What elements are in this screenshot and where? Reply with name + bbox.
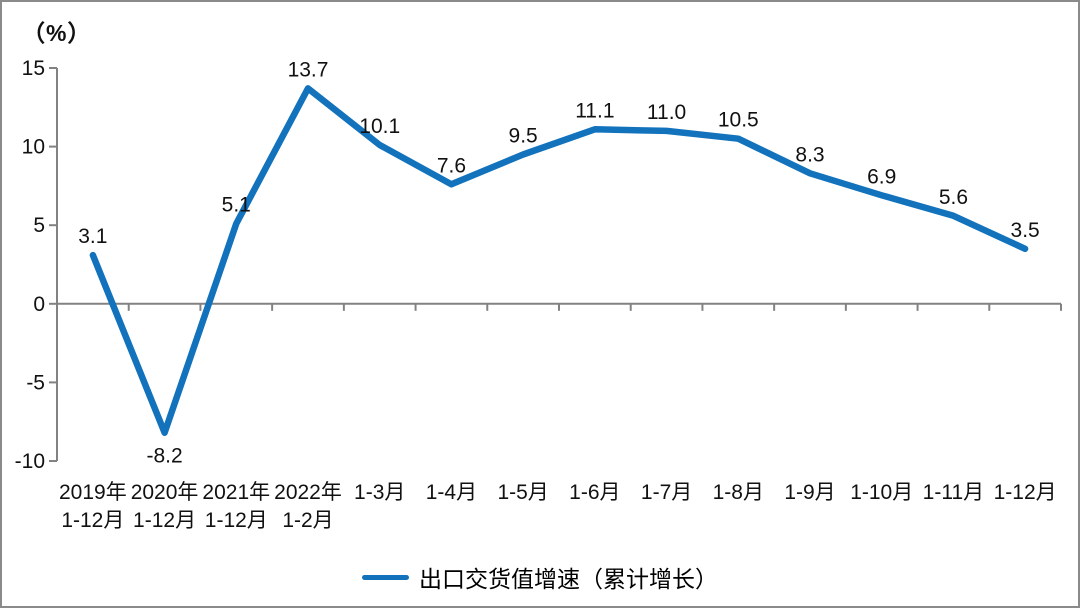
x-category-label: 1-5月 [497, 481, 548, 504]
data-label: 8.3 [795, 143, 824, 166]
data-label: 5.1 [222, 194, 251, 217]
data-label: 10.5 [718, 109, 759, 132]
data-label: 11.1 [575, 99, 614, 122]
series-line [89, 85, 1029, 436]
x-category-label: 1-10月 [850, 481, 913, 504]
data-label: 7.6 [437, 154, 466, 177]
y-tick-label: 10 [22, 136, 45, 159]
data-label: 9.5 [509, 124, 538, 147]
y-tick-label: 0 [33, 293, 45, 316]
y-tick-label: -10 [15, 450, 45, 473]
y-tick-label: -5 [26, 371, 45, 394]
x-category-label: 2019年 1-12月 [59, 481, 127, 532]
x-category-label: 2020年 1-12月 [131, 481, 199, 532]
x-category-label: 1-9月 [784, 481, 835, 504]
x-category-label: 2021年 1-12月 [202, 481, 270, 532]
x-category-label: 1-4月 [426, 481, 477, 504]
data-label: 13.7 [288, 58, 329, 81]
y-tick-label: 15 [22, 57, 45, 80]
data-label: 3.5 [1011, 219, 1040, 242]
data-label: 10.1 [359, 115, 400, 138]
data-label: -8.2 [146, 445, 182, 468]
x-category-label: 1-7月 [641, 481, 692, 504]
legend-line-marker [362, 574, 409, 580]
legend-series-label: 出口交货值增速（累计增长） [419, 567, 718, 593]
data-label: 11.0 [647, 101, 686, 124]
data-label: 6.9 [867, 165, 896, 188]
data-label: 3.1 [78, 225, 107, 248]
data-label: 5.6 [939, 186, 968, 209]
x-category-label: 1-8月 [713, 481, 764, 504]
chart-legend: 出口交货值增速（累计增长） [2, 560, 1078, 594]
x-category-label: 1-11月 [923, 481, 984, 504]
x-category-label: 1-12月 [994, 481, 1057, 504]
y-tick-label: 5 [33, 214, 45, 237]
x-category-label: 1-3月 [354, 481, 405, 504]
y-axis-unit-label: （%） [22, 20, 92, 46]
x-category-label: 1-6月 [569, 481, 620, 504]
x-category-label: 2022年 1-2月 [274, 481, 342, 532]
